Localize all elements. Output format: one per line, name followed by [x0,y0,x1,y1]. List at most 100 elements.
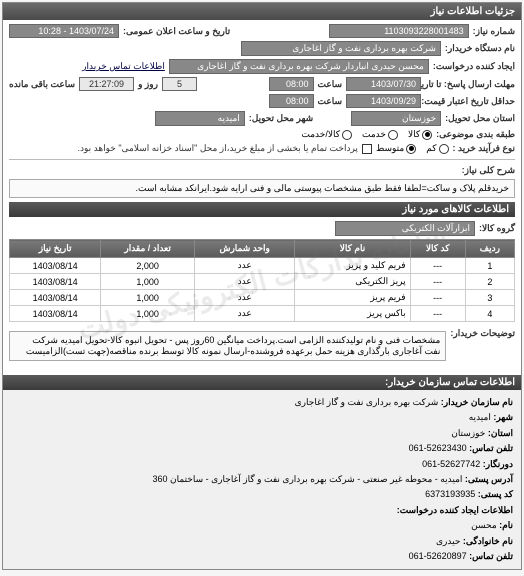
c-tel-value: 52623430-061 [409,443,467,453]
group-label: گروه کالا: [479,223,515,234]
c-zip-label: کد پستی: [478,489,513,499]
radio-mid-label: متوسط [376,143,404,154]
province-field: خوزستان [351,111,441,126]
radio-both[interactable]: کالا/خدمت [301,129,352,140]
c-city-value: امیدیه [469,412,491,422]
table-cell: عدد [195,274,295,290]
table-cell: 3 [465,290,514,306]
creator-field: محسن حیدری انباردار شرکت بهره برداری نفت… [169,59,429,74]
table-cell: 1403/08/14 [10,306,101,322]
table-header: کد کالا [410,240,465,258]
remain-days-label: روز و [138,79,158,90]
buyer-note-label: توضیحات خریدار: [450,328,515,339]
radio-dot-icon [406,144,416,154]
radio-goods[interactable]: کالا [408,129,432,140]
table-cell: 1,000 [101,290,195,306]
buyer-field: شرکت بهره برداری نفت و گاز اغاجاری [241,41,441,56]
radio-dot-icon [422,130,432,140]
treasury-note: پرداخت تمام یا بخشی از مبلغ خرید،از محل … [77,143,357,154]
buyer-label: نام دستگاه خریدار: [445,43,515,54]
radio-dot-icon [342,130,352,140]
table-row[interactable]: 4---باکس پریزعدد1,0001403/08/14 [10,306,515,322]
table-header: واحد شمارش [195,240,295,258]
creator-label: ایجاد کننده درخواست: [433,61,515,72]
subject-radio-group: کالا خدمت کالا/خدمت [301,129,432,140]
remain-days-field: 5 [162,77,197,91]
table-cell: فریم پریز [295,290,410,306]
org-label: نام سازمان خریدار: [441,397,513,407]
c-name-value: محسن [471,520,497,530]
c-addr-value: امیدیه - محوطه غیر صنعتی - شرکت بهره برد… [152,474,462,484]
remain-time-field: 21:27:09 [79,77,134,91]
c-tel2-value: 52620897-061 [409,551,467,561]
c-tel2-label: تلفن تماس: [469,551,513,561]
table-cell: فریم کلید و پریز [295,258,410,274]
table-cell: 1403/08/14 [10,290,101,306]
table-cell: پریز الکتریکی [295,274,410,290]
province-label: استان محل تحویل: [445,113,515,124]
radio-service-label: خدمت [362,129,386,140]
table-cell: عدد [195,306,295,322]
table-header: ردیف [465,240,514,258]
table-cell: باکس پریز [295,306,410,322]
table-cell: 1,000 [101,274,195,290]
table-cell: عدد [195,290,295,306]
radio-mid[interactable]: متوسط [376,143,416,154]
c-addr-label: آدرس پستی: [465,474,513,484]
table-header: تاریخ نیاز [10,240,101,258]
table-cell: --- [410,290,465,306]
items-header: اطلاعات کالاهای مورد نیاز [9,202,515,217]
c-name-label: نام: [499,520,513,530]
table-cell: 1,000 [101,306,195,322]
items-table-wrap: سامانه تدارکات الکترونیکی دولت ردیفکد کا… [9,239,515,322]
contact-header: اطلاعات تماس سازمان خریدار: [3,375,521,390]
table-cell: --- [410,258,465,274]
announce-field: 1403/07/24 - 10:28 [9,24,119,38]
table-row[interactable]: 1---فریم کلید و پریزعدد2,0001403/08/14 [10,258,515,274]
radio-dot-icon [388,130,398,140]
header-section: شماره نیاز: 1103093228001483 تاریخ و ساع… [3,20,521,371]
time-label-1: ساعت [318,79,343,90]
radio-dot-icon [439,144,449,154]
city-field: امیدیه [155,111,245,126]
need-title-box: خریدقلم پلاک و ساکت=لطفا فقط طبق مشخصات … [9,179,515,198]
c-family-value: حیدری [436,536,460,546]
table-cell: عدد [195,258,295,274]
radio-low[interactable]: کم [426,143,448,154]
table-header: تعداد / مقدار [101,240,195,258]
need-title-label: شرح کلی نیاز: [462,165,515,176]
c-province-label: استان: [488,428,513,438]
resp-date-field: 1403/07/30 [346,77,421,91]
items-table: ردیفکد کالانام کالاواحد شمارشتعداد / مقد… [9,239,515,322]
panel-title: جزئیات اطلاعات نیاز [3,3,521,20]
c-city-label: شهر: [493,412,513,422]
cred-date-field: 1403/09/29 [346,94,421,108]
announce-label: تاریخ و ساعت اعلان عمومی: [123,26,230,37]
radio-low-label: کم [426,143,436,154]
req-no-label: شماره نیاز: [473,26,515,37]
c-tel-label: تلفن تماس: [469,443,513,453]
table-row[interactable]: 2---پریز الکتریکیعدد1,0001403/08/14 [10,274,515,290]
c-province-value: خوزستان [451,428,485,438]
remain-suffix: ساعت باقی مانده [9,79,75,90]
group-field: ابزارآلات الکتریکی [335,221,475,236]
table-row[interactable]: 3---فریم پریزعدد1,0001403/08/14 [10,290,515,306]
treasury-checkbox[interactable] [362,144,372,154]
time-label-2: ساعت [318,96,343,107]
table-cell: --- [410,274,465,290]
table-cell: 2 [465,274,514,290]
cred-time-field: 08:00 [269,94,314,108]
radio-goods-label: کالا [408,129,420,140]
details-panel: جزئیات اطلاعات نیاز شماره نیاز: 11030932… [2,2,522,570]
buyer-note-box: مشخصات فنی و نام تولیدکننده الزامی است.پ… [9,331,446,361]
req-no-field: 1103093228001483 [329,24,469,38]
budget-type-label: طبقه بندی موضوعی: [436,129,515,140]
c-fax-label: دورنگار: [483,459,513,469]
resp-deadline-label: مهلت ارسال پاسخ: تا تاریخ: [425,79,515,90]
city-label: شهر محل تحویل: [249,113,313,124]
contact-link[interactable]: اطلاعات تماس خریدار [82,61,165,72]
table-cell: 2,000 [101,258,195,274]
contact-section: نام سازمان خریدار: شرکت بهره برداری نفت … [3,390,521,569]
radio-service[interactable]: خدمت [362,129,398,140]
table-cell: 1403/08/14 [10,258,101,274]
